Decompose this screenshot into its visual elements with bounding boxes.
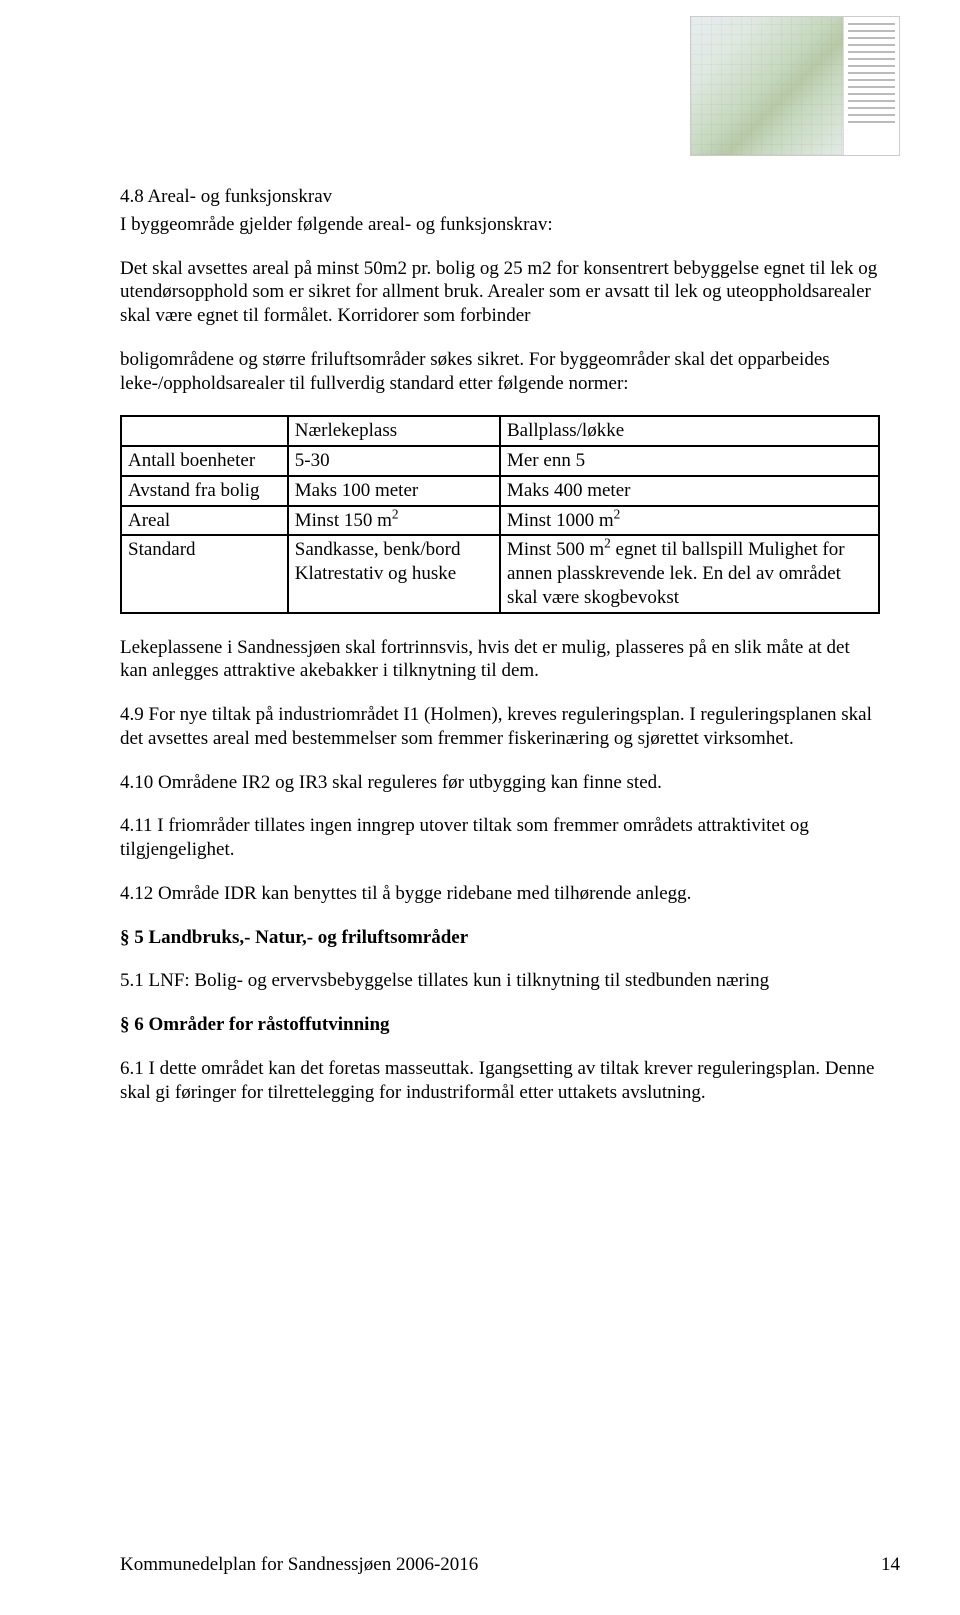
table-cell: Mer enn 5	[500, 446, 879, 476]
norms-table: Nærlekeplass Ballplass/løkke Antall boen…	[120, 415, 880, 613]
para-4-10: 4.10 Områdene IR2 og IR3 skal reguleres …	[120, 771, 880, 795]
section-4-8-para1: Det skal avsettes areal på minst 50m2 pr…	[120, 257, 880, 328]
section-6-heading: § 6 Områder for råstoffutvinning	[120, 1013, 880, 1037]
para-4-12: 4.12 Område IDR kan benyttes til å bygge…	[120, 882, 880, 906]
para-6-1: 6.1 I dette området kan det foretas mass…	[120, 1057, 880, 1105]
table-cell: 5-30	[288, 446, 500, 476]
table-row: Antall boenheter 5-30 Mer enn 5	[121, 446, 879, 476]
section-5-heading: § 5 Landbruks,- Natur,- og friluftsområd…	[120, 926, 880, 950]
table-cell: Antall boenheter	[121, 446, 288, 476]
table-cell: Nærlekeplass	[288, 416, 500, 446]
table-cell	[121, 416, 288, 446]
table-cell: Minst 500 m2 egnet til ballspill Mulighe…	[500, 535, 879, 612]
para-5-1: 5.1 LNF: Bolig- og ervervsbebyggelse til…	[120, 969, 880, 993]
table-cell: Standard	[121, 535, 288, 612]
page-number: 14	[881, 1553, 900, 1577]
para-4-9: 4.9 For nye tiltak på industriområdet I1…	[120, 703, 880, 751]
page-footer: Kommunedelplan for Sandnessjøen 2006-201…	[120, 1553, 900, 1577]
table-cell: Sandkasse, benk/bord Klatrestativ og hus…	[288, 535, 500, 612]
table-row: Areal Minst 150 m2 Minst 1000 m2	[121, 506, 879, 536]
table-row: Avstand fra bolig Maks 100 meter Maks 40…	[121, 476, 879, 506]
para-4-11: 4.11 I friområder tillates ingen inngrep…	[120, 814, 880, 862]
table-cell: Ballplass/løkke	[500, 416, 879, 446]
table-cell: Avstand fra bolig	[121, 476, 288, 506]
section-4-8-para2: boligområdene og større friluftsområder …	[120, 348, 880, 396]
table-cell: Maks 400 meter	[500, 476, 879, 506]
document-body: 4.8 Areal- og funksjonskrav I byggeområd…	[120, 185, 880, 1104]
table-cell: Maks 100 meter	[288, 476, 500, 506]
footer-text: Kommunedelplan for Sandnessjøen 2006-201…	[120, 1554, 478, 1575]
table-row: Nærlekeplass Ballplass/løkke	[121, 416, 879, 446]
section-4-8-intro: I byggeområde gjelder følgende areal- og…	[120, 213, 880, 237]
map-legend	[848, 23, 895, 128]
map-thumbnail	[690, 16, 900, 156]
table-row: Standard Sandkasse, benk/bord Klatrestat…	[121, 535, 879, 612]
para-lekeplasser: Lekeplassene i Sandnessjøen skal fortrin…	[120, 636, 880, 684]
table-cell: Minst 150 m2	[288, 506, 500, 536]
table-cell: Minst 1000 m2	[500, 506, 879, 536]
table-cell: Areal	[121, 506, 288, 536]
section-4-8-heading: 4.8 Areal- og funksjonskrav	[120, 185, 880, 209]
